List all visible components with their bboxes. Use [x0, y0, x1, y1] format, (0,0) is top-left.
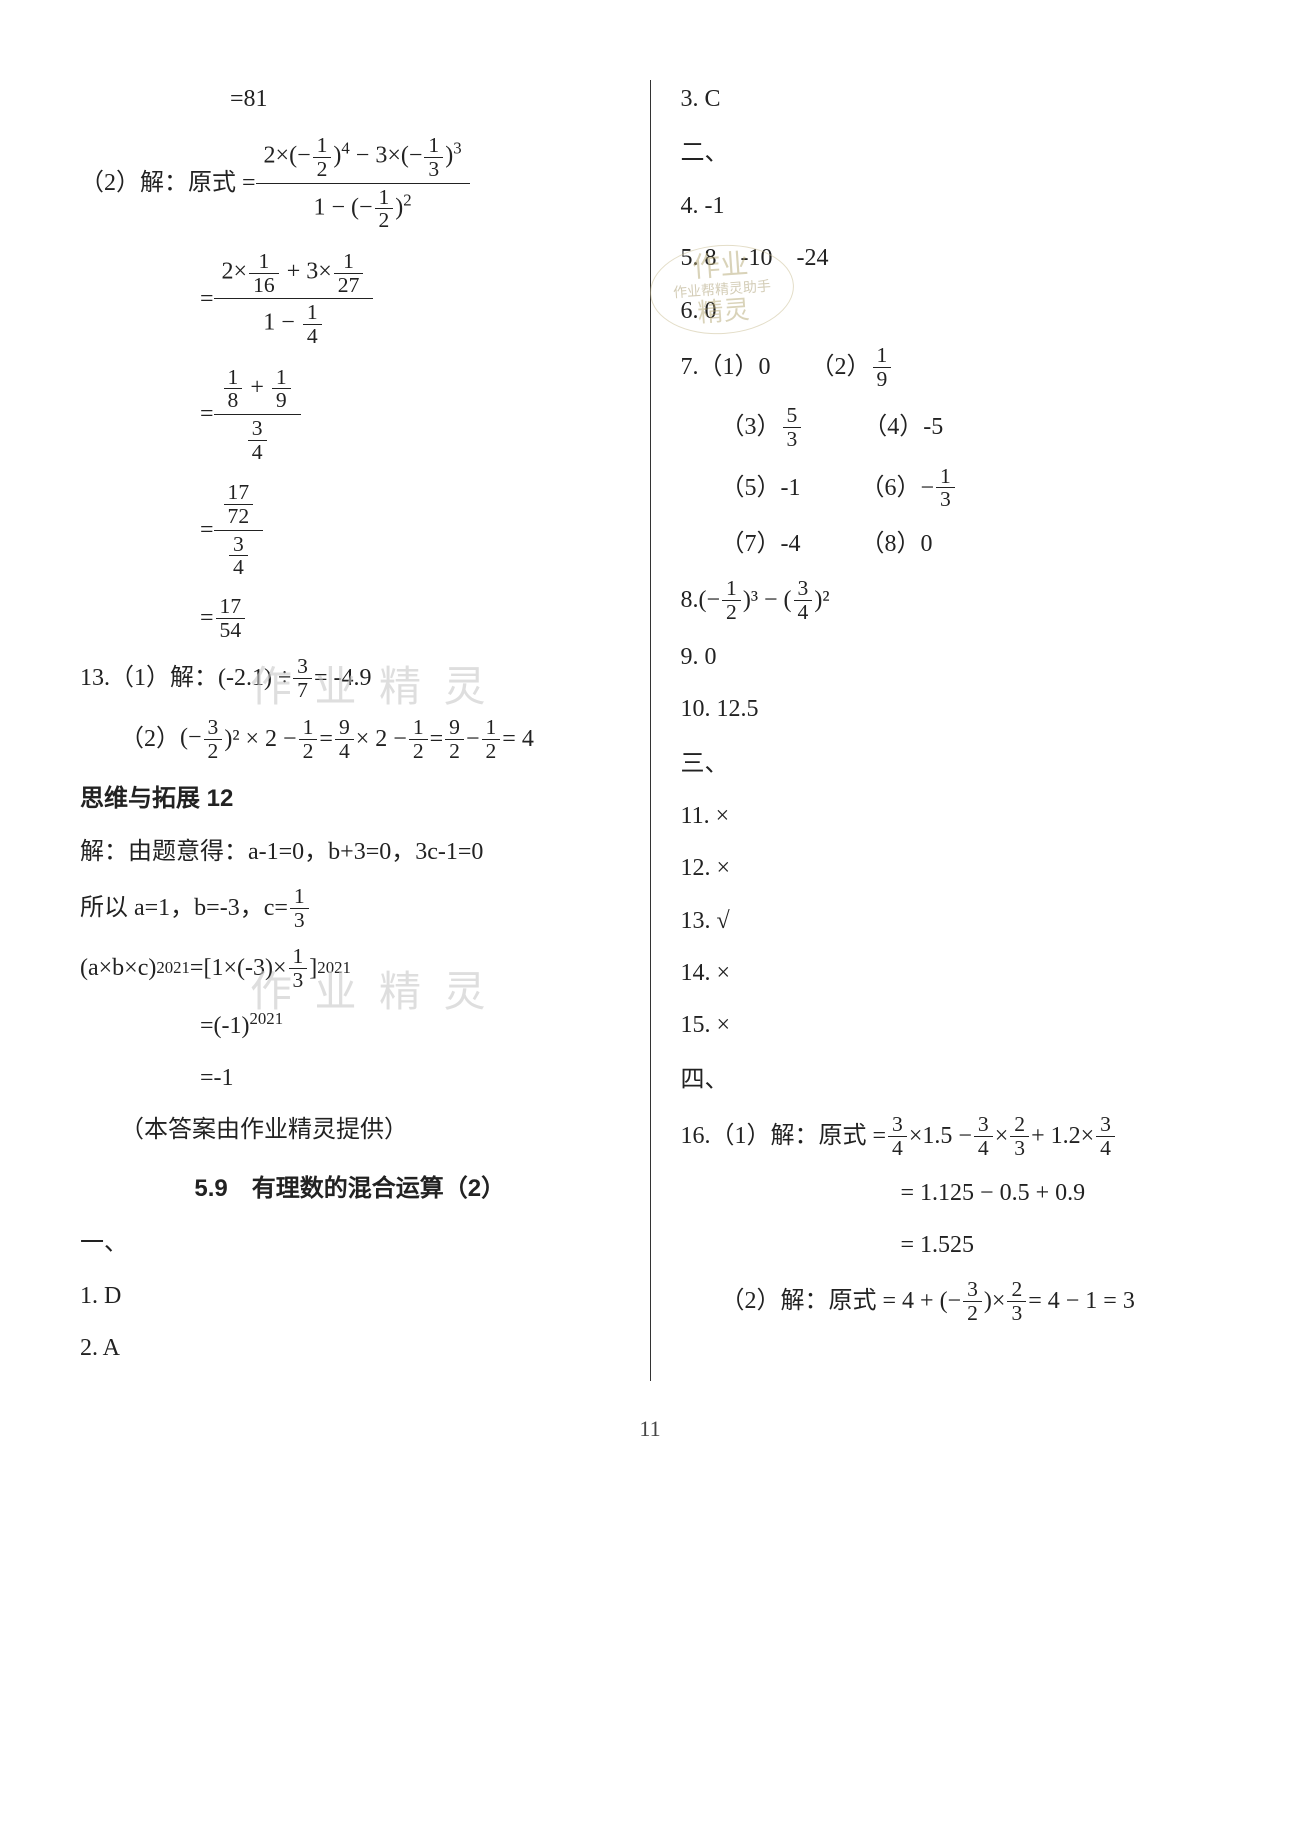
solution-2-line1: （2）解：原式 = 2×(−12)4 − 3×(−13)3 1 − (−12)2 — [80, 132, 620, 234]
text: (− — [699, 581, 721, 619]
text: =[1×(-3)× — [190, 949, 287, 987]
solution-2-step3: = 18 + 19 34 — [80, 364, 620, 466]
section-title-5-9: 5.9 有理数的混合运算（2） — [80, 1170, 620, 1208]
text: ×1.5 − — [909, 1117, 972, 1155]
text: =(-1) — [200, 1013, 250, 1039]
exponent: 2021 — [250, 1009, 284, 1028]
text: 1 − — [263, 310, 301, 336]
solution-2-step4: = 1772 34 — [80, 479, 620, 581]
text: ] — [309, 949, 317, 987]
text: （8）0 — [861, 525, 933, 563]
answer-q14: 14. × — [681, 954, 1221, 992]
siwei-note: （本答案由作业精灵提供） — [80, 1111, 620, 1149]
text: = 4 − 1 = 3 — [1028, 1282, 1135, 1320]
label: （2）解：原式 = 4 + (− — [721, 1282, 962, 1320]
column-divider — [650, 80, 651, 1381]
answer-q16-1: 16.（1）解：原式 = 34 ×1.5 − 34 × 23 + 1.2× 34 — [681, 1113, 1221, 1159]
fraction: 2×(−12)4 − 3×(−13)3 1 − (−12)2 — [256, 132, 470, 234]
answer-q9: 9. 0 — [681, 638, 1221, 676]
label: 16.（1）解：原式 = — [681, 1117, 887, 1155]
answer-q7-row1: 7.（1）0 （2） 19 — [681, 344, 1221, 390]
text: × 2 − — [356, 720, 407, 758]
q13-part1: 13.（1）解：(-2.1) ÷ 37 = -4.9 — [80, 655, 620, 701]
text: = — [430, 720, 444, 758]
fraction: 18 + 19 34 — [214, 364, 301, 466]
answer-q1: 1. D — [80, 1277, 620, 1315]
label: 8. — [681, 581, 699, 619]
answer-q11: 11. × — [681, 797, 1221, 835]
exponent: 2021 — [317, 955, 351, 982]
siwei-line2: 所以 a=1，b=-3，c= 13 — [80, 885, 620, 931]
text: )³ − ( — [743, 581, 792, 619]
text: （4）-5 — [863, 408, 943, 446]
text: 所以 a=1，b=-3，c= — [80, 889, 288, 927]
text: )² × 2 − — [224, 720, 296, 758]
answer-q12: 12. × — [681, 849, 1221, 887]
answer-q7-row3: （5）-1 （6）− 13 — [681, 465, 1221, 511]
text: − — [466, 720, 480, 758]
label: （2）解：原式 = — [80, 164, 256, 202]
group-three-label: 三、 — [681, 745, 1221, 783]
text: （7）-4 — [721, 525, 801, 563]
siwei-heading: 思维与拓展 12 — [80, 780, 620, 818]
text: (a×b×c) — [80, 949, 156, 987]
answer-q5: 5. 8 -10 -24 — [681, 239, 1221, 277]
q13-part2: （2） (−32 )² × 2 − 12 = 94 × 2 − 12 = 92 … — [80, 716, 620, 762]
answer-q16-2: （2）解：原式 = 4 + (− 32 )× 23 = 4 − 1 = 3 — [681, 1278, 1221, 1324]
answer-q6: 6. 0 — [681, 292, 1221, 330]
text: × — [995, 1117, 1009, 1155]
fraction: 1772 34 — [214, 479, 264, 581]
siwei-line5: =-1 — [80, 1059, 620, 1097]
text: + 3× — [281, 259, 332, 285]
text: )² — [814, 581, 829, 619]
fraction: 2×116 + 3×127 1 − 14 — [214, 248, 374, 350]
text: )× — [984, 1282, 1006, 1320]
siwei-line4: =(-1)2021 — [80, 1006, 620, 1045]
exponent: 2021 — [156, 955, 190, 982]
solution-2-step2: = 2×116 + 3×127 1 − 14 — [80, 248, 620, 350]
label: （2） — [120, 720, 180, 758]
answer-q16-1-step2: = 1.125 − 0.5 + 0.9 — [681, 1174, 1221, 1212]
label: （2） — [811, 348, 871, 386]
answer-q7-row4: （7）-4 （8）0 — [681, 525, 1221, 563]
text: = -4.9 — [314, 659, 372, 697]
left-column: =81 （2）解：原式 = 2×(−12)4 − 3×(−13)3 1 − (−… — [80, 80, 640, 1381]
group-one-label: 一、 — [80, 1224, 620, 1262]
answer-q2: 2. A — [80, 1329, 620, 1367]
text: = — [319, 720, 333, 758]
text: 7.（1）0 — [681, 348, 771, 386]
answer-q15: 15. × — [681, 1006, 1221, 1044]
text: + — [244, 374, 270, 400]
siwei-line3: (a×b×c)2021 =[1×(-3)× 13 ]2021 — [80, 945, 620, 991]
solution-2-step5: = 1754 — [80, 595, 620, 641]
group-four-label: 四、 — [681, 1061, 1221, 1099]
answer-q13: 13. √ — [681, 902, 1221, 940]
text: 13.（1）解：(-2.1) ÷ — [80, 659, 291, 697]
answer-q7-row2: （3） 53 （4）-5 — [681, 404, 1221, 450]
page-number: 11 — [80, 1411, 1220, 1446]
right-column: 3. C 二、 4. -1 5. 8 -10 -24 6. 0 7.（1）0 （… — [661, 80, 1221, 1381]
answer-q3: 3. C — [681, 80, 1221, 118]
eq-result-81: =81 — [80, 80, 620, 118]
page-columns: 作 业 精 灵 作 业 精 灵 作业 作业帮精灵助手 精灵 =81 （2）解：原… — [80, 80, 1220, 1381]
text: + 1.2× — [1031, 1117, 1094, 1155]
siwei-line1: 解：由题意得：a-1=0，b+3=0，3c-1=0 — [80, 833, 620, 871]
text: （5）-1 — [721, 469, 801, 507]
label: （3） — [721, 408, 781, 446]
label: （6）− — [861, 469, 935, 507]
group-two-label: 二、 — [681, 134, 1221, 172]
answer-q8: 8. (− 12 )³ − ( 34 )² — [681, 577, 1221, 623]
answer-q16-1-step3: = 1.525 — [681, 1226, 1221, 1264]
text: 2× — [222, 259, 248, 285]
answer-q4: 4. -1 — [681, 187, 1221, 225]
text: = 4 — [502, 720, 534, 758]
answer-q10: 10. 12.5 — [681, 690, 1221, 728]
